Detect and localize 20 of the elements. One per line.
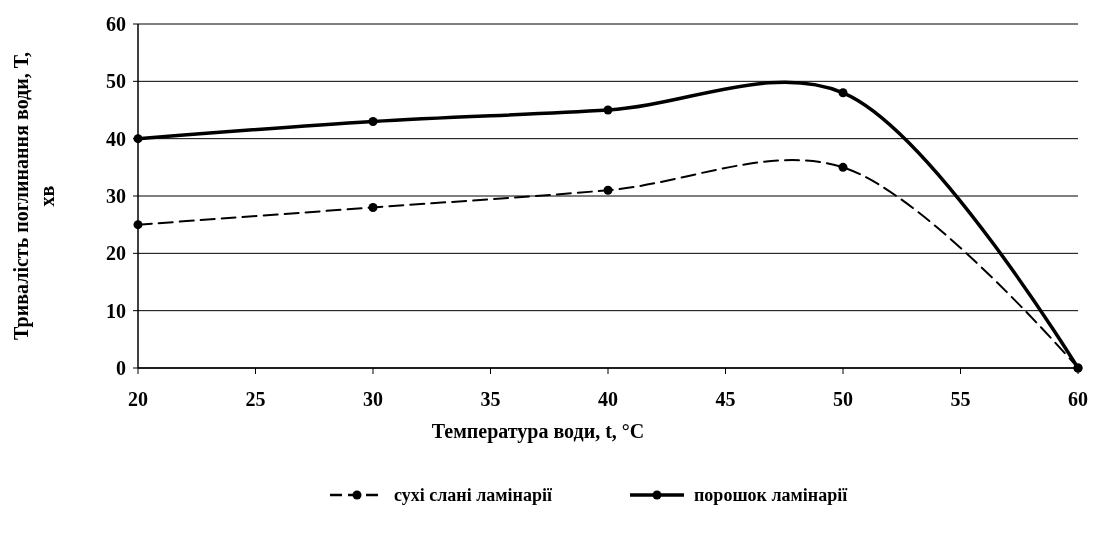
- x-tick-label: 30: [363, 388, 383, 410]
- legend-label: порошок ламінарії: [694, 485, 849, 506]
- x-tick-label: 20: [128, 388, 148, 410]
- y-tick-label: 20: [106, 242, 126, 265]
- x-axis-title: Температура води, t, °C: [431, 420, 645, 443]
- y-tick-label: 50: [106, 70, 126, 93]
- y-tick-label: 30: [106, 185, 126, 207]
- x-tick-label: 25: [245, 388, 266, 410]
- x-tick-label: 35: [480, 388, 501, 410]
- x-tick-label: 55: [950, 388, 971, 410]
- y-tick-label: 40: [106, 127, 126, 150]
- x-tick-label: 45: [715, 388, 736, 410]
- x-tick-label: 50: [833, 388, 853, 410]
- y-tick-label: 60: [106, 13, 126, 35]
- x-tick-label: 60: [1068, 388, 1088, 410]
- y-tick-label: 10: [106, 299, 126, 322]
- legend-label: сухі слані ламінарії: [394, 485, 553, 506]
- x-tick-label: 40: [598, 388, 618, 410]
- y-axis-title: Тривалість поглинання води, Т, хв: [10, 51, 58, 341]
- y-tick-label: 0: [116, 357, 126, 379]
